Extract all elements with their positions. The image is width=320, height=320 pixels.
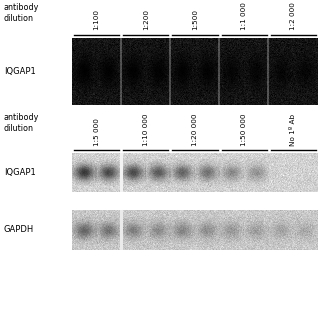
- Text: antibody
dilution: antibody dilution: [4, 3, 39, 23]
- Text: antibody
dilution: antibody dilution: [4, 113, 39, 133]
- Text: 1:50 000: 1:50 000: [241, 114, 247, 146]
- Text: 1:200: 1:200: [143, 9, 149, 30]
- Text: 1:1 000: 1:1 000: [241, 2, 247, 30]
- Text: GAPDH: GAPDH: [4, 226, 34, 235]
- Text: No 1º Ab: No 1º Ab: [291, 114, 296, 146]
- Text: 1:100: 1:100: [93, 9, 100, 30]
- Text: IQGAP1: IQGAP1: [4, 168, 36, 177]
- Text: 1:2 000: 1:2 000: [291, 2, 296, 30]
- Text: 1:5 000: 1:5 000: [93, 118, 100, 146]
- Text: IQGAP1: IQGAP1: [4, 67, 36, 76]
- Text: 1:10 000: 1:10 000: [143, 114, 149, 146]
- Text: 1:20 000: 1:20 000: [192, 114, 198, 146]
- Text: 1:500: 1:500: [192, 9, 198, 30]
